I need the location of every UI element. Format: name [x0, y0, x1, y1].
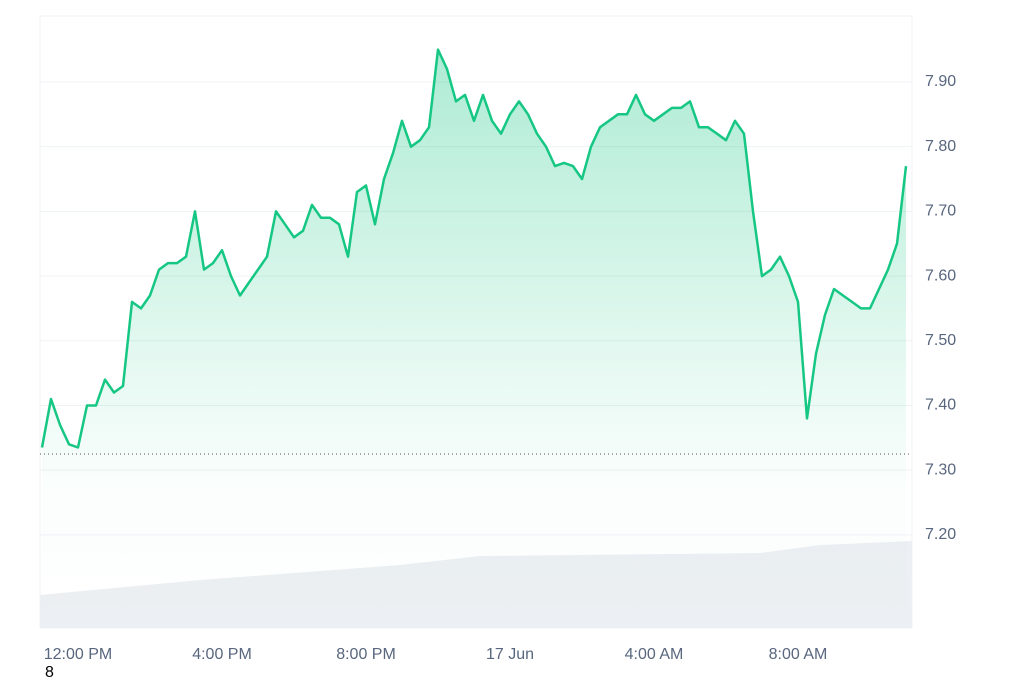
y-tick-label: 7.30	[925, 461, 956, 478]
x-tick-label: 17 Jun	[486, 646, 534, 663]
price-line	[40, 48, 908, 449]
y-tick-label: 7.60	[925, 267, 956, 284]
price-area	[42, 49, 906, 629]
y-tick-label: 7.50	[925, 332, 956, 349]
x-tick-label: 8:00 AM	[769, 646, 828, 663]
y-tick-label: 7.90	[925, 73, 956, 90]
y-tick-label: 7.80	[925, 138, 956, 155]
y-tick-label: 7.40	[925, 397, 956, 414]
y-tick-label: 7.20	[925, 526, 956, 543]
x-tick-label: 12:00 PM	[44, 646, 112, 663]
y-tick-label: 7.70	[925, 203, 956, 220]
footnote: 8	[45, 664, 54, 681]
x-tick-label: 4:00 PM	[192, 646, 252, 663]
x-tick-label: 4:00 AM	[625, 646, 684, 663]
x-tick-label: 8:00 PM	[336, 646, 396, 663]
